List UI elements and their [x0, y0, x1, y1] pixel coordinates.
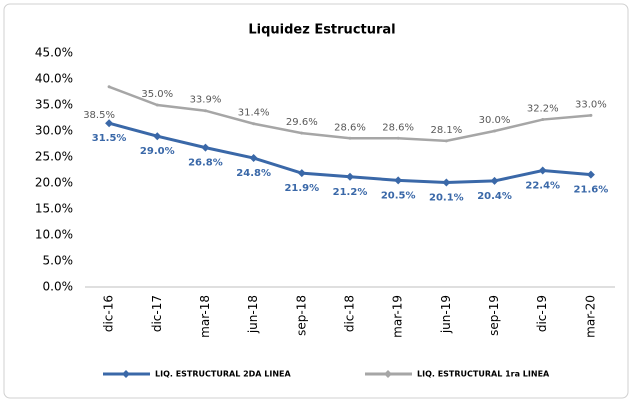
marker	[442, 178, 451, 187]
data-label: 20.4%	[477, 191, 512, 202]
chart-frame	[3, 3, 629, 399]
data-label: 33.9%	[190, 95, 222, 106]
marker	[203, 109, 207, 113]
y-tick-label: 10.0%	[35, 228, 73, 242]
y-tick-label: 35.0%	[35, 98, 73, 112]
legend-label: LIQ. ESTRUCTURAL 2DA LINEA	[155, 370, 292, 379]
marker	[541, 118, 545, 122]
data-label: 22.4%	[525, 181, 560, 192]
marker	[589, 113, 593, 117]
marker	[586, 170, 595, 179]
marker	[153, 132, 162, 141]
y-tick-label: 0.0%	[43, 280, 74, 294]
data-label: 30.0%	[479, 115, 511, 126]
marker	[252, 122, 256, 126]
y-tick-label: 20.0%	[35, 176, 73, 190]
marker	[300, 131, 304, 135]
marker	[394, 176, 403, 185]
x-tick-label: sep-19	[487, 295, 501, 336]
legend-marker	[122, 370, 130, 378]
legend-label: LIQ. ESTRUCTURAL 1ra LINEA	[417, 370, 550, 379]
marker	[155, 103, 159, 107]
x-tick-label: jun-19	[439, 295, 453, 334]
x-tick-label: jun-18	[246, 295, 260, 334]
data-label: 21.2%	[333, 187, 368, 198]
data-label: 35.0%	[141, 89, 173, 100]
marker	[346, 172, 354, 181]
data-label: 28.6%	[382, 122, 414, 133]
data-label: 28.6%	[334, 122, 366, 133]
marker	[249, 154, 258, 163]
marker	[538, 166, 547, 175]
x-tick-label: mar-20	[583, 295, 597, 338]
marker	[107, 85, 111, 89]
chart-title: Liquidez Estructural	[248, 23, 395, 38]
marker	[297, 169, 306, 178]
data-label: 32.2%	[527, 104, 559, 115]
y-tick-label: 15.0%	[35, 202, 73, 216]
y-tick-label: 5.0%	[43, 254, 74, 268]
x-tick-label: dic-16	[102, 295, 116, 332]
data-label: 20.1%	[429, 192, 464, 203]
data-label: 29.0%	[140, 146, 175, 157]
data-label: 21.9%	[284, 183, 319, 194]
legend-marker	[384, 370, 392, 378]
x-tick-label: mar-19	[391, 295, 405, 338]
y-tick-label: 40.0%	[35, 72, 73, 86]
data-label: 26.8%	[188, 158, 223, 169]
data-label: 33.0%	[575, 99, 607, 110]
marker	[396, 136, 400, 140]
x-tick-label: sep-18	[294, 295, 308, 336]
x-tick-label: dic-18	[343, 295, 357, 332]
data-label: 29.6%	[286, 117, 318, 128]
y-tick-label: 30.0%	[35, 124, 73, 138]
data-label: 31.4%	[238, 108, 270, 119]
data-label: 20.5%	[381, 190, 416, 201]
marker	[201, 143, 210, 152]
data-label: 38.5%	[83, 110, 115, 121]
marker	[493, 129, 497, 133]
data-label: 24.8%	[236, 168, 271, 179]
y-tick-label: 25.0%	[35, 150, 73, 164]
marker	[444, 139, 448, 143]
marker	[490, 176, 499, 185]
y-tick-label: 45.0%	[35, 46, 73, 60]
data-label: 31.5%	[92, 133, 127, 144]
data-label: 21.6%	[574, 185, 609, 196]
data-label: 28.1%	[430, 125, 462, 136]
marker	[348, 136, 352, 140]
marker	[105, 119, 114, 128]
x-tick-label: dic-17	[150, 295, 164, 332]
x-tick-label: mar-18	[198, 295, 212, 338]
x-tick-label: dic-19	[535, 295, 549, 332]
